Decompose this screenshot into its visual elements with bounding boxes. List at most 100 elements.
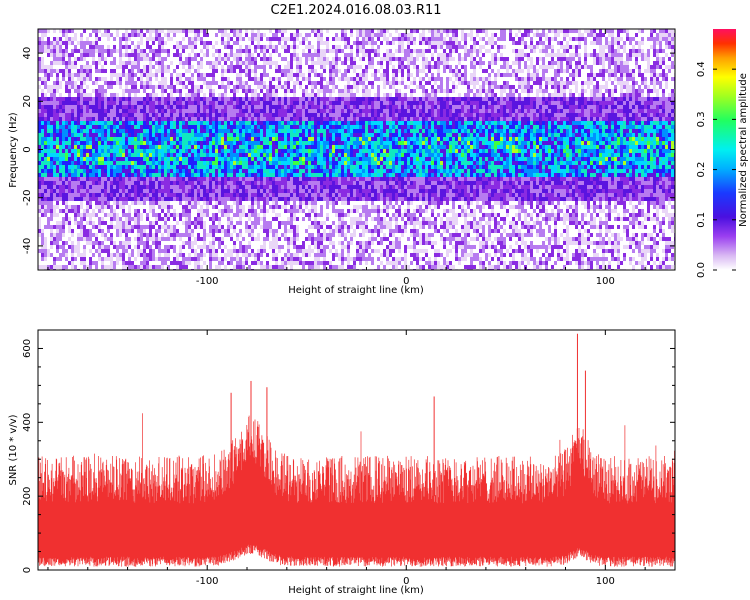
spectrogram-cell: [149, 85, 152, 89]
spectrogram-cell: [74, 145, 77, 149]
spectrogram-cell: [299, 73, 302, 77]
spectrogram-cell: [164, 253, 167, 257]
spectrogram-cell: [323, 157, 326, 161]
spectrogram-cell: [284, 97, 287, 101]
spectrogram-cell: [86, 237, 89, 241]
spectrogram-cell: [194, 153, 197, 157]
spectrogram-cell: [158, 165, 161, 169]
spectrogram-cell: [200, 109, 203, 113]
spectrogram-cell: [281, 141, 284, 145]
spectrogram-cell: [44, 77, 47, 81]
spectrogram-cell: [326, 109, 329, 113]
spectrogram-cell: [317, 125, 320, 129]
spectrogram-cell: [335, 209, 338, 213]
spectrogram-cell: [332, 253, 335, 257]
spectrogram-cell: [44, 133, 47, 137]
spectrogram-cell: [293, 97, 296, 101]
spectrogram-cell: [131, 173, 134, 177]
spectrogram-cell: [62, 221, 65, 225]
spectrogram-cell: [236, 33, 239, 37]
spectrogram-cell: [206, 49, 209, 53]
spectrogram-cell: [68, 97, 71, 101]
spectrogram-cell: [209, 253, 212, 257]
spectrogram-cell: [104, 125, 107, 129]
spectrogram-cell: [218, 109, 221, 113]
spectrogram-cell: [227, 157, 230, 161]
spectrogram-cell: [179, 145, 182, 149]
spectrogram-cell: [302, 161, 305, 165]
spectrogram-cell: [278, 245, 281, 249]
spectrogram-cell: [215, 205, 218, 209]
spectrogram-cell: [293, 209, 296, 213]
spectrogram-cell: [281, 145, 284, 149]
spectrogram-cell: [83, 77, 86, 81]
spectrogram-cell: [101, 153, 104, 157]
spectrogram-cell: [134, 225, 137, 229]
spectrogram-cell: [224, 161, 227, 165]
spectrogram-cell: [260, 125, 263, 129]
spectrogram-cell: [152, 97, 155, 101]
spectrogram-cell: [146, 237, 149, 241]
spectrogram-cell: [71, 125, 74, 129]
spectrogram-cell: [140, 201, 143, 205]
spectrogram-cell: [278, 237, 281, 241]
spectrogram-cell: [116, 133, 119, 137]
spectrogram-cell: [74, 173, 77, 177]
spectrogram-cell: [308, 125, 311, 129]
spectrogram-cell: [287, 65, 290, 69]
spectrogram-cell: [257, 253, 260, 257]
spectrogram-cell: [146, 245, 149, 249]
spectrogram-cell: [287, 169, 290, 173]
spectrogram-cell: [122, 73, 125, 77]
spectrogram-cell: [215, 133, 218, 137]
spectrogram-cell: [224, 257, 227, 261]
spectrogram-cell: [194, 165, 197, 169]
spectrogram-cell: [257, 65, 260, 69]
spectrogram-cell: [101, 49, 104, 53]
spectrogram-cell: [281, 37, 284, 41]
spectrogram-cell: [254, 257, 257, 261]
spectrogram-cell: [194, 89, 197, 93]
spectrogram-cell: [65, 165, 68, 169]
spectrogram-cell: [62, 161, 65, 165]
spectrogram-cell: [143, 81, 146, 85]
spectrogram-cell: [53, 257, 56, 261]
spectrogram-cell: [41, 149, 44, 153]
spectrogram-cell: [185, 185, 188, 189]
spectrogram-cell: [227, 153, 230, 157]
spectrogram-cell: [89, 161, 92, 165]
spectrogram-cell: [125, 185, 128, 189]
spectrogram-cell: [92, 41, 95, 45]
spectrogram-cell: [284, 65, 287, 69]
spectrogram-cell: [71, 117, 74, 121]
spectrogram-cell: [83, 229, 86, 233]
spectrogram-cell: [152, 145, 155, 149]
spectrogram-cell: [71, 77, 74, 81]
spectrogram-cell: [146, 77, 149, 81]
spectrogram-cell: [233, 169, 236, 173]
spectrogram-cell: [272, 249, 275, 253]
spectrogram-cell: [164, 137, 167, 141]
spectrogram-cell: [341, 177, 344, 181]
spectrogram-cell: [320, 225, 323, 229]
spectrogram-cell: [155, 233, 158, 237]
spectrogram-cell: [185, 69, 188, 73]
spectrogram-cell: [281, 261, 284, 265]
spectrogram-cell: [167, 137, 170, 141]
spectrogram-cell: [68, 141, 71, 145]
spectrogram-cell: [266, 221, 269, 225]
spectrogram-cell: [44, 201, 47, 205]
spectrogram-cell: [263, 173, 266, 177]
spectrogram-cell: [206, 177, 209, 181]
spectrogram-cell: [104, 81, 107, 85]
spectrogram-cell: [239, 205, 242, 209]
spectrogram-cell: [266, 169, 269, 173]
spectrogram-cell: [245, 161, 248, 165]
spectrogram-cell: [185, 225, 188, 229]
spectrogram-cell: [341, 77, 344, 81]
spectrogram-cell: [230, 113, 233, 117]
spectrogram-cell: [311, 105, 314, 109]
spectrogram-cell: [329, 61, 332, 65]
spectrogram-cell: [71, 265, 74, 269]
spectrogram-cell: [326, 181, 329, 185]
